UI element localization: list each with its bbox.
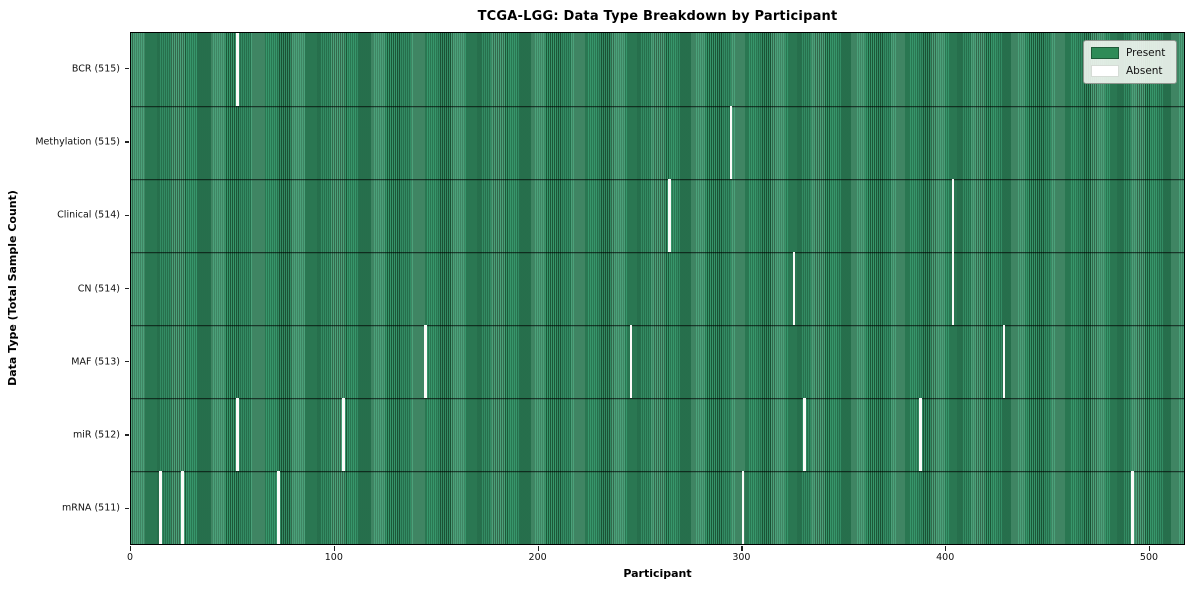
xtick-mark <box>1149 546 1151 551</box>
absent-gap <box>1131 471 1134 544</box>
x-axis-label: Participant <box>623 567 692 580</box>
ytick-mark <box>124 361 129 363</box>
legend-item-absent: Absent <box>1091 65 1168 77</box>
ytick-label-bcr: BCR (515) <box>71 63 120 75</box>
ytick-label-mrna: mRNA (511) <box>61 502 120 514</box>
ytick-mark <box>124 507 129 509</box>
row-mir <box>131 398 1184 471</box>
xtick-mark <box>945 546 947 551</box>
row-cn <box>131 252 1184 325</box>
absent-gap <box>236 33 240 106</box>
xtick-label-300: 300 <box>732 552 751 563</box>
row-clinical <box>131 179 1184 252</box>
absent-swatch-icon <box>1091 65 1119 77</box>
row-maf <box>131 325 1184 398</box>
absent-gap <box>342 398 346 471</box>
row-methylation <box>131 106 1184 179</box>
absent-gap <box>181 471 185 544</box>
absent-gap <box>236 398 240 471</box>
absent-gap <box>668 179 672 252</box>
absent-gap <box>951 179 955 252</box>
xtick-label-400: 400 <box>936 552 955 563</box>
absent-gap <box>277 471 280 544</box>
ytick-mark <box>124 287 129 290</box>
ytick-label-clinical: Clinical (514) <box>57 209 120 221</box>
absent-gap <box>158 471 162 544</box>
present-swatch-icon <box>1091 47 1119 59</box>
xtick-label-0: 0 <box>126 552 134 563</box>
legend-label-absent: Absent <box>1126 64 1163 77</box>
legend-item-present: Present <box>1091 47 1168 59</box>
absent-gap <box>951 252 955 325</box>
rows-layer <box>131 33 1184 544</box>
ytick-mark <box>124 68 129 70</box>
ytick-label-cn: CN (514) <box>77 283 120 294</box>
row-mrna <box>131 471 1184 544</box>
ytick-mark <box>124 214 129 216</box>
ytick-label-mir: miR (512) <box>72 429 120 441</box>
xtick-label-100: 100 <box>324 552 343 563</box>
plot-area <box>130 32 1185 545</box>
absent-gap <box>629 325 633 398</box>
absent-gap <box>423 325 427 398</box>
legend-label-present: Present <box>1126 46 1166 59</box>
legend: Present Absent <box>1083 40 1177 84</box>
chart-title: TCGA-LGG: Data Type Breakdown by Partici… <box>477 9 838 24</box>
xtick-label-200: 200 <box>528 552 547 563</box>
absent-gap <box>729 106 733 179</box>
xtick-mark <box>741 546 743 551</box>
xtick-label-500: 500 <box>1139 552 1159 563</box>
absent-gap <box>741 471 745 544</box>
absent-gap <box>1002 325 1006 398</box>
row-bcr <box>131 33 1184 106</box>
ytick-mark <box>124 434 129 436</box>
ytick-mark <box>124 141 129 143</box>
ytick-label-maf: MAF (513) <box>71 356 120 368</box>
absent-gap <box>792 252 796 325</box>
absent-gap <box>802 398 806 471</box>
ytick-label-methylation: Methylation (515) <box>35 136 120 148</box>
xtick-mark <box>333 546 335 551</box>
xtick-mark <box>130 546 132 551</box>
xtick-mark <box>537 546 539 551</box>
absent-gap <box>919 398 922 471</box>
